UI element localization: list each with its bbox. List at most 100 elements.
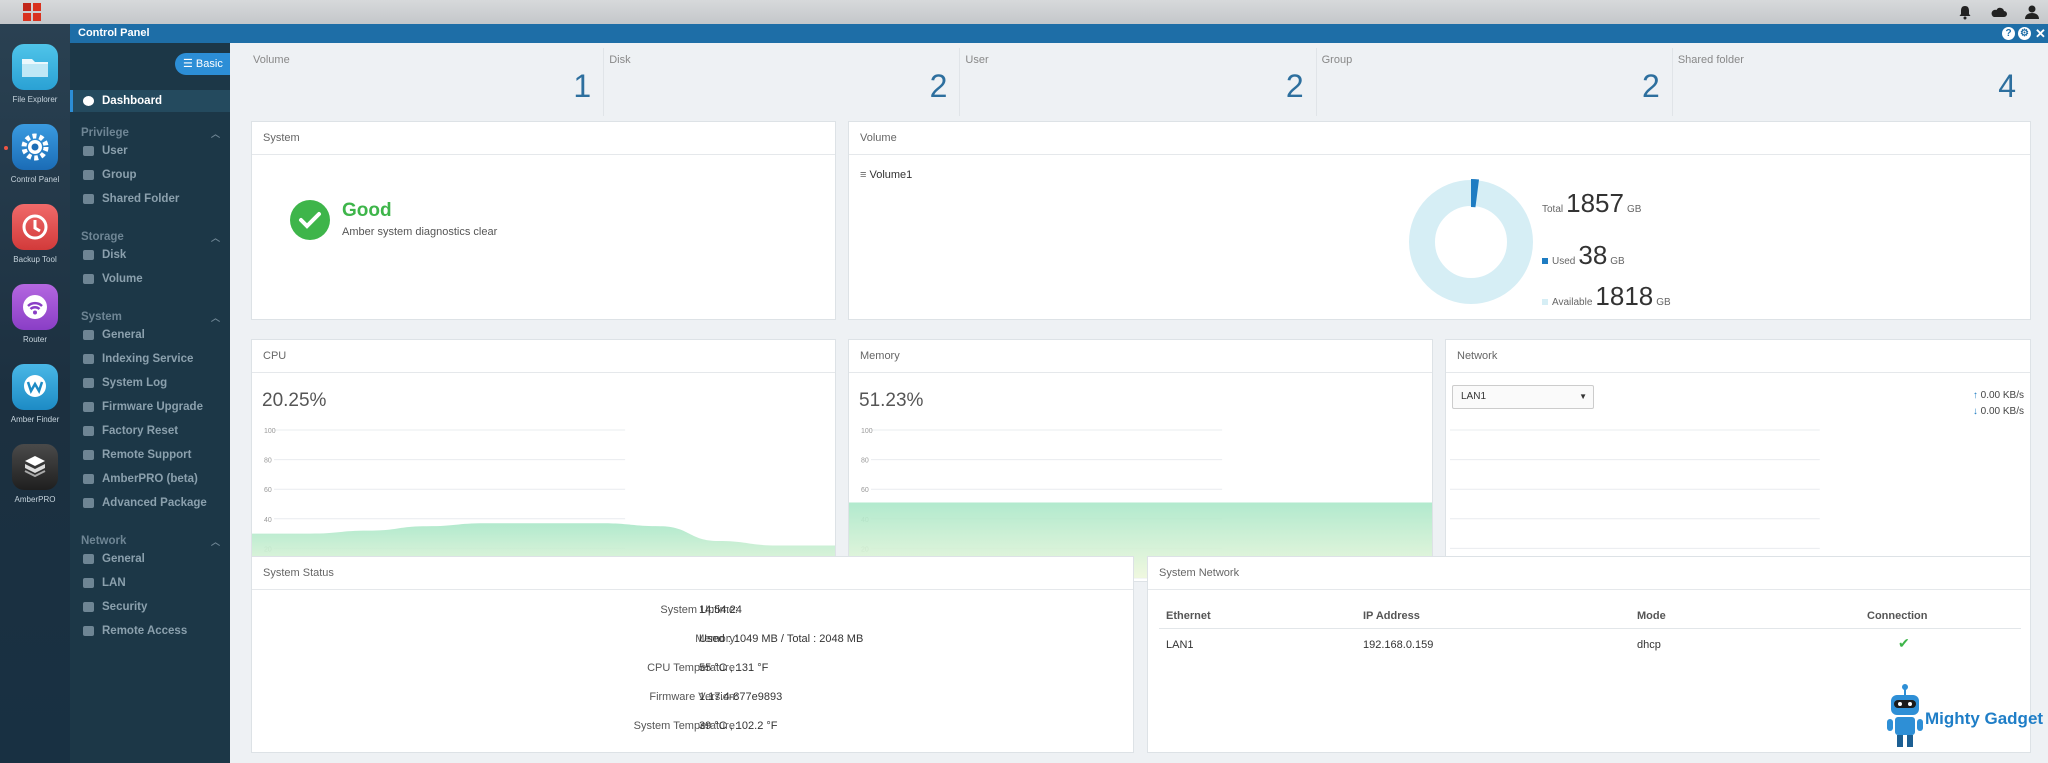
user-account-icon[interactable] (2023, 3, 2041, 21)
dock-amber-finder[interactable]: Amber Finder (0, 364, 70, 424)
arrow-down-icon: ↓ (1972, 406, 1978, 417)
list-icon: ≡ (860, 169, 867, 181)
card-title: Network (1446, 340, 2030, 373)
interface-select[interactable]: LAN1 ▼ (1452, 385, 1594, 409)
y-tick-label: 80 (264, 458, 272, 465)
chevron-up-icon: ︿ (210, 537, 220, 547)
column-header-ethernet: Ethernet (1166, 610, 1211, 622)
nav-label: Remote Support (102, 449, 192, 461)
stat-volume[interactable]: Volume 1 (248, 48, 605, 116)
nav-indexing-service[interactable]: Indexing Service (70, 348, 230, 370)
card-title: System (252, 122, 835, 155)
system-status-text: Good (342, 200, 392, 221)
stat-shared-folder[interactable]: Shared folder 4 (1673, 48, 2028, 116)
cloud-icon[interactable] (1990, 3, 2008, 21)
help-icon[interactable]: ? (2002, 27, 2015, 40)
nav-label: Factory Reset (102, 425, 179, 437)
nav-disk[interactable]: Disk (70, 244, 230, 266)
nav-lan[interactable]: LAN (70, 572, 230, 594)
summary-stats: Volume 1 Disk 2 User 2 Group 2 Shared folder… (248, 48, 2028, 116)
dock-backup-tool[interactable]: Backup Tool (0, 204, 70, 264)
nav-system-log[interactable]: System Log (70, 372, 230, 394)
volume-card: Volume ≡ Volume1 Total 1857 GB Used 38 GB Av… (848, 121, 2031, 320)
nav-label: Group (102, 169, 137, 181)
basic-mode-button[interactable]: ☰ Basic (175, 53, 230, 75)
stat-group[interactable]: Group 2 (1317, 48, 1673, 116)
nav-amberpro-beta[interactable]: AmberPRO (beta) (70, 468, 230, 490)
stat-value: 2 (929, 68, 948, 104)
amberpro-icon (83, 474, 94, 484)
group-icon (83, 170, 94, 180)
card-title: CPU (252, 340, 835, 373)
nav-label: System Log (102, 377, 168, 389)
control-panel-sidebar: ☰ Basic Dashboard Privilege ︿ User Group … (70, 43, 230, 763)
nav-label: Indexing Service (102, 353, 194, 365)
volume-usage-donut (1408, 179, 1534, 305)
dock-label: Amber Finder (10, 415, 60, 424)
notification-bell-icon[interactable] (1956, 3, 1974, 21)
y-tick-label: 100 (861, 428, 873, 435)
nav-remote-access[interactable]: Remote Access (70, 620, 230, 642)
nav-advanced-package[interactable]: Advanced Package (70, 492, 230, 514)
nav-group-privilege[interactable]: Privilege ︿ (81, 127, 230, 139)
active-indicator (4, 146, 8, 150)
nav-group-system[interactable]: System ︿ (81, 311, 230, 323)
column-header-mode: Mode (1637, 610, 1666, 622)
close-icon[interactable]: ✕ (2035, 26, 2046, 41)
ambepro-cube-icon (12, 444, 58, 490)
os-top-bar (0, 0, 2048, 24)
row-value: 39 °C , 102.2 °F (699, 720, 778, 732)
nav-factory-reset[interactable]: Factory Reset (70, 420, 230, 442)
chevron-up-icon: ︿ (210, 233, 220, 243)
nav-firmware-upgrade[interactable]: Firmware Upgrade (70, 396, 230, 418)
dashboard-icon (83, 96, 94, 106)
dock-label: Backup Tool (13, 255, 57, 264)
nav-system-general[interactable]: General (70, 324, 230, 346)
nav-group[interactable]: Group (70, 164, 230, 186)
chevron-up-icon: ︿ (210, 313, 220, 323)
memory-card: Memory 51.23% 100806040200 (848, 339, 1433, 582)
nav-group-network[interactable]: Network ︿ (81, 535, 230, 547)
dock-file-explorer[interactable]: File Explorer (0, 44, 70, 104)
nav-dashboard[interactable]: Dashboard (70, 90, 230, 112)
download-rate-value: 0.00 KB/s (1980, 406, 2024, 417)
dock-router[interactable]: Router (0, 284, 70, 344)
nav-label: User (102, 145, 128, 157)
unit-label: GB (1610, 256, 1625, 267)
app-dock: File Explorer Control Panel Backup Tool … (0, 24, 70, 763)
stat-label: Volume (253, 54, 290, 66)
nav-group-storage[interactable]: Storage ︿ (81, 231, 230, 243)
stat-disk[interactable]: Disk 2 (604, 48, 961, 116)
nav-volume[interactable]: Volume (70, 268, 230, 290)
remote-access-icon (83, 626, 94, 636)
row-label: Memory: (695, 633, 738, 645)
stat-value: 4 (1998, 68, 2017, 104)
nav-user[interactable]: User (70, 140, 230, 162)
nav-group-label: Storage (81, 231, 124, 243)
volume-item[interactable]: ≡ Volume1 (860, 169, 912, 181)
dock-control-panel[interactable]: Control Panel (0, 124, 70, 184)
lan-icon (83, 578, 94, 588)
card-title: Memory (849, 340, 1432, 373)
nav-group-label: Privilege (81, 127, 129, 139)
cpu-card: CPU 20.25% 100806040200 (251, 339, 836, 582)
nav-shared-folder[interactable]: Shared Folder (70, 188, 230, 210)
y-tick-label: 40 (264, 517, 272, 524)
dock-label: Router (22, 335, 47, 344)
dock-amberpro[interactable]: AmberPRO (0, 444, 70, 504)
user-icon (83, 146, 94, 156)
network-rates: ↑ 0.00 KB/s ↓ 0.00 KB/s (1973, 388, 2024, 420)
chevron-up-icon: ︿ (210, 129, 220, 139)
nav-label: Disk (102, 249, 127, 261)
stat-user[interactable]: User 2 (960, 48, 1317, 116)
nav-security[interactable]: Security (70, 596, 230, 618)
shield-icon (83, 602, 94, 612)
used-label: Used (1552, 256, 1576, 267)
nav-label: Remote Access (102, 625, 188, 637)
nav-label: Security (102, 601, 148, 613)
nav-network-general[interactable]: General (70, 548, 230, 570)
volume-name: Volume1 (869, 169, 913, 181)
settings-icon[interactable]: ⚙ (2018, 27, 2031, 40)
start-menu-icon[interactable] (22, 2, 42, 22)
nav-remote-support[interactable]: Remote Support (70, 444, 230, 466)
